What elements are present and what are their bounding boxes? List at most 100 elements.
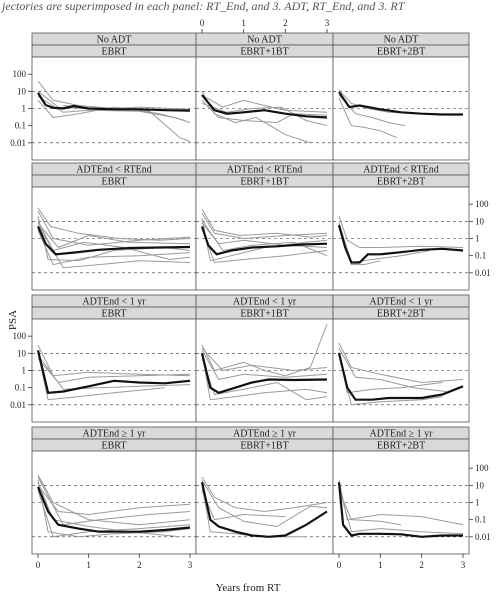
mean-trajectory <box>337 482 463 538</box>
y-axis-title: PSA <box>7 310 19 330</box>
x-tick-label: 3 <box>461 560 466 570</box>
y-tick-label: 0.1 <box>15 383 26 393</box>
strip-adt-label: No ADT <box>384 35 419 46</box>
strip-treatment-label: EBRT <box>102 309 127 320</box>
strip-treatment-label: EBRT <box>102 177 127 188</box>
panel-content <box>196 91 333 144</box>
individual-trajectory-2 <box>37 222 191 249</box>
strip-treatment-label: EBRT <box>102 47 127 58</box>
mean-trajectory <box>36 486 191 533</box>
strip-adt-label: ADTEnd < RTEnd <box>363 165 439 176</box>
individual-trajectory-0 <box>37 210 191 246</box>
individual-trajectory-2 <box>37 358 191 384</box>
panel-content <box>32 344 196 406</box>
individual-trajectory-1 <box>37 480 191 538</box>
strip-treatment-label: EBRT+2BT <box>377 177 425 188</box>
individual-trajectory-0 <box>201 94 328 113</box>
strip-adt-label: ADTEnd ≥ 1 yr <box>83 429 147 440</box>
strip-treatment-label: EBRT+1BT <box>240 177 288 188</box>
strip-adt-label: No ADT <box>97 35 132 46</box>
individual-trajectory-0 <box>201 324 328 377</box>
y-tick-label: 1 <box>22 366 27 376</box>
individual-trajectory-1 <box>201 353 328 401</box>
mean-trajectory <box>36 226 191 256</box>
strip-adt-label: ADTEnd < 1 yr <box>82 297 146 308</box>
strip-treatment-label: EBRT+2BT <box>377 309 425 320</box>
strip-adt-label: ADTEnd < 1 yr <box>369 297 433 308</box>
x-tick-label: 2 <box>283 18 288 28</box>
y-tick-label: 1 <box>475 498 480 508</box>
strip-treatment-label: EBRT <box>102 441 127 452</box>
y-tick-label: 0.1 <box>475 251 486 261</box>
strip-treatment-label: EBRT+2BT <box>377 441 425 452</box>
strip-treatment-label: EBRT+1BT <box>240 309 288 320</box>
x-axis-title: Years from RT <box>216 582 281 594</box>
y-tick-label: 0.1 <box>475 515 486 525</box>
individual-trajectory-4 <box>201 209 328 238</box>
individual-trajectory-2 <box>201 490 286 521</box>
individual-trajectory-1 <box>338 222 430 264</box>
y-tick-label: 100 <box>475 463 489 473</box>
y-tick-label: 100 <box>13 331 27 341</box>
individual-trajectory-2 <box>338 490 402 526</box>
individual-trajectory-2 <box>338 97 398 139</box>
y-tick-label: 0.1 <box>15 121 26 131</box>
panel-content <box>333 342 469 406</box>
individual-trajectory-4 <box>37 476 191 526</box>
strip-adt-label: ADTEnd ≥ 1 yr <box>233 429 297 440</box>
mean-trajectory <box>337 224 464 264</box>
x-tick-label: 1 <box>86 560 91 570</box>
figure-caption: jectories are superimposed in each panel… <box>0 0 406 13</box>
mean-trajectory <box>37 92 191 112</box>
panel-content <box>333 216 469 274</box>
strip-adt-label: ADTEnd ≥ 1 yr <box>370 429 434 440</box>
individual-trajectory-5 <box>37 482 180 538</box>
mean-trajectory <box>200 353 328 394</box>
mean-trajectory <box>338 91 463 116</box>
strip-treatment-label: EBRT+2BT <box>377 47 425 58</box>
panel-content <box>333 480 469 538</box>
panel-content <box>32 207 196 274</box>
individual-trajectory-3 <box>338 347 447 392</box>
individual-trajectory-4 <box>201 347 328 372</box>
y-tick-label: 1 <box>22 104 27 114</box>
individual-trajectory-0 <box>338 216 464 248</box>
strip-adt-label: ADTEnd < RTEnd <box>76 165 152 176</box>
x-tick-label: 0 <box>337 560 342 570</box>
y-tick-label: 0.01 <box>475 532 491 542</box>
x-tick-label: 1 <box>378 560 383 570</box>
individual-trajectory-3 <box>201 479 328 528</box>
individual-trajectory-1 <box>37 353 165 401</box>
individual-trajectory-3 <box>37 230 191 266</box>
mean-trajectory <box>200 226 328 256</box>
individual-trajectory-2 <box>201 91 311 144</box>
y-tick-label: 10 <box>17 86 27 96</box>
panel-content <box>196 476 333 538</box>
panel-content <box>333 89 469 144</box>
panel-content <box>32 80 196 144</box>
mean-trajectory <box>200 482 328 538</box>
plot-area <box>31 318 197 423</box>
mean-trajectory <box>201 94 328 119</box>
strip-treatment-label: EBRT+1BT <box>240 47 288 58</box>
individual-trajectory-5 <box>201 219 328 257</box>
axes: 0 1 2 30 1 2 30 1 2 31001010.10.011001010.10.0110… <box>10 18 491 570</box>
individual-trajectory-3 <box>201 102 328 127</box>
individual-trajectory-3 <box>37 490 191 538</box>
strip-adt-label: ADTEnd < 1 yr <box>233 297 297 308</box>
panel-content <box>196 324 333 406</box>
y-tick-label: 0.01 <box>10 400 26 410</box>
y-tick-label: 100 <box>13 69 27 79</box>
x-tick-label: 1 <box>241 18 246 28</box>
x-tick-label: 0 <box>36 560 41 570</box>
